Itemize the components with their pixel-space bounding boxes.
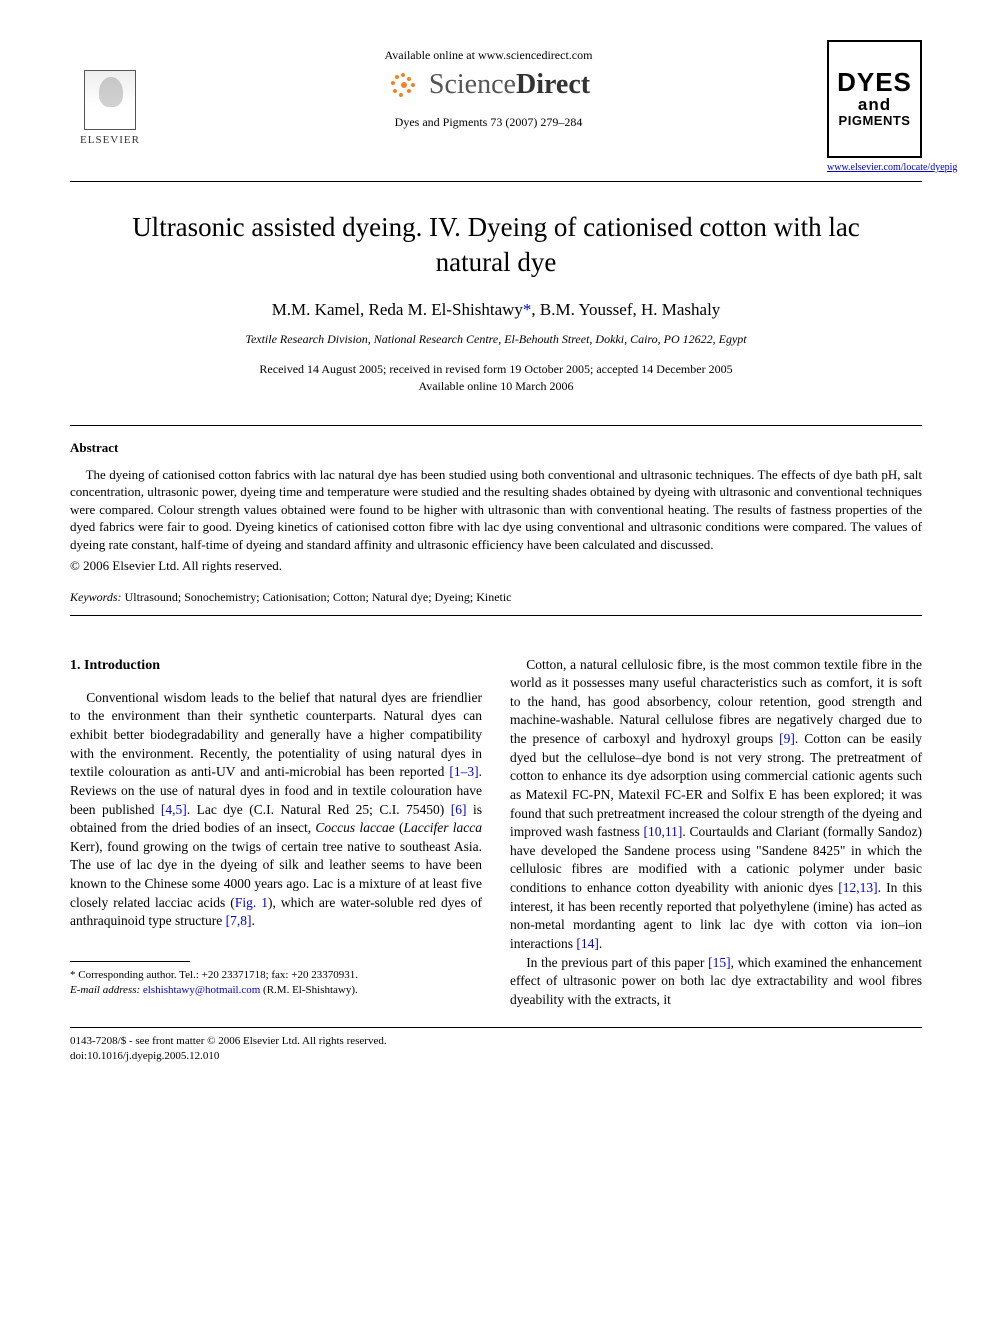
cover-word-and: and [858, 97, 891, 113]
section-heading: 1. Introduction [70, 656, 482, 675]
footer-rule [70, 1027, 922, 1028]
corresponding-author-footnote: * Corresponding author. Tel.: +20 233717… [70, 968, 482, 998]
author: M.M. Kamel [272, 300, 360, 319]
author-list: M.M. Kamel, Reda M. El-Shishtawy*, B.M. … [70, 300, 922, 320]
keywords-label: Keywords: [70, 590, 122, 604]
corresponding-author-link[interactable]: * [523, 300, 532, 319]
citation-link[interactable]: [15] [708, 955, 731, 970]
journal-reference: Dyes and Pigments 73 (2007) 279–284 [150, 115, 827, 130]
citation-link[interactable]: [10,11] [644, 824, 683, 839]
email-suffix: (R.M. El-Shishtawy). [263, 984, 358, 996]
available-online-date: Available online 10 March 2006 [70, 378, 922, 395]
journal-cover: DYES and PIGMENTS www.elsevier.com/locat… [827, 40, 922, 173]
keywords: Keywords: Ultrasound; Sonochemistry; Cat… [70, 590, 922, 605]
citation-link[interactable]: [12,13] [838, 880, 877, 895]
footnote-rule [70, 961, 190, 962]
sd-text-bold: Direct [516, 69, 590, 100]
journal-cover-box: DYES and PIGMENTS [827, 40, 922, 158]
sd-text-light: Science [429, 69, 516, 100]
elsevier-logo: ELSEVIER [70, 70, 150, 146]
section-title: Introduction [84, 658, 160, 673]
article-dates: Received 14 August 2005; received in rev… [70, 361, 922, 395]
center-header: Available online at www.sciencedirect.co… [150, 40, 827, 130]
author: Reda M. El-Shishtawy [368, 300, 522, 319]
journal-homepage-link[interactable]: www.elsevier.com/locate/dyepig [827, 162, 922, 173]
citation-link[interactable]: [4,5] [161, 802, 187, 817]
abstract-rule-top [70, 425, 922, 426]
cover-word-pigments: PIGMENTS [839, 115, 911, 127]
abstract-heading: Abstract [70, 440, 922, 456]
abstract-copyright: © 2006 Elsevier Ltd. All rights reserved… [70, 558, 922, 574]
sciencedirect-swirl-icon [387, 71, 421, 99]
page-header: ELSEVIER Available online at www.science… [70, 40, 922, 173]
header-rule [70, 181, 922, 182]
species-name: Coccus laccae [315, 820, 394, 835]
author: B.M. Youssef [540, 300, 633, 319]
citation-link[interactable]: [9] [779, 731, 795, 746]
abstract-rule-bottom [70, 615, 922, 616]
email-label: E-mail address: [70, 984, 140, 996]
paragraph: Conventional wisdom leads to the belief … [70, 689, 482, 931]
paragraph: In the previous part of this paper [15],… [510, 954, 922, 1010]
elsevier-label: ELSEVIER [80, 134, 140, 146]
citation-link[interactable]: [6] [451, 802, 467, 817]
page-footer: 0143-7208/$ - see front matter © 2006 El… [70, 1034, 922, 1064]
affiliation: Textile Research Division, National Rese… [70, 332, 922, 347]
column-right: Cotton, a natural cellulosic fibre, is t… [510, 656, 922, 1010]
body-columns: 1. Introduction Conventional wisdom lead… [70, 656, 922, 1010]
sciencedirect-wordmark: ScienceDirect [429, 69, 590, 101]
abstract-body: The dyeing of cationised cotton fabrics … [70, 466, 922, 554]
column-left: 1. Introduction Conventional wisdom lead… [70, 656, 482, 1010]
elsevier-tree-icon [84, 70, 136, 130]
front-matter-notice: 0143-7208/$ - see front matter © 2006 El… [70, 1034, 922, 1049]
article-title: Ultrasonic assisted dyeing. IV. Dyeing o… [100, 210, 892, 280]
figure-link[interactable]: Fig. 1 [235, 895, 268, 910]
available-online-text: Available online at www.sciencedirect.co… [150, 48, 827, 63]
corr-author-email-link[interactable]: elshishtawy@hotmail.com [143, 984, 260, 996]
sciencedirect-logo: ScienceDirect [150, 69, 827, 101]
cover-word-dyes: DYES [837, 70, 912, 95]
citation-link[interactable]: [7,8] [226, 913, 252, 928]
doi: doi:10.1016/j.dyepig.2005.12.010 [70, 1049, 922, 1064]
received-dates: Received 14 August 2005; received in rev… [70, 361, 922, 378]
section-number: 1. [70, 658, 81, 673]
species-name: Laccifer lacca [403, 820, 482, 835]
paragraph: Cotton, a natural cellulosic fibre, is t… [510, 656, 922, 954]
keywords-list: Ultrasound; Sonochemistry; Cationisation… [125, 590, 512, 604]
citation-link[interactable]: [14] [576, 936, 599, 951]
citation-link[interactable]: [1–3] [449, 764, 478, 779]
corr-author-contact: * Corresponding author. Tel.: +20 233717… [70, 968, 482, 983]
author: H. Mashaly [641, 300, 720, 319]
